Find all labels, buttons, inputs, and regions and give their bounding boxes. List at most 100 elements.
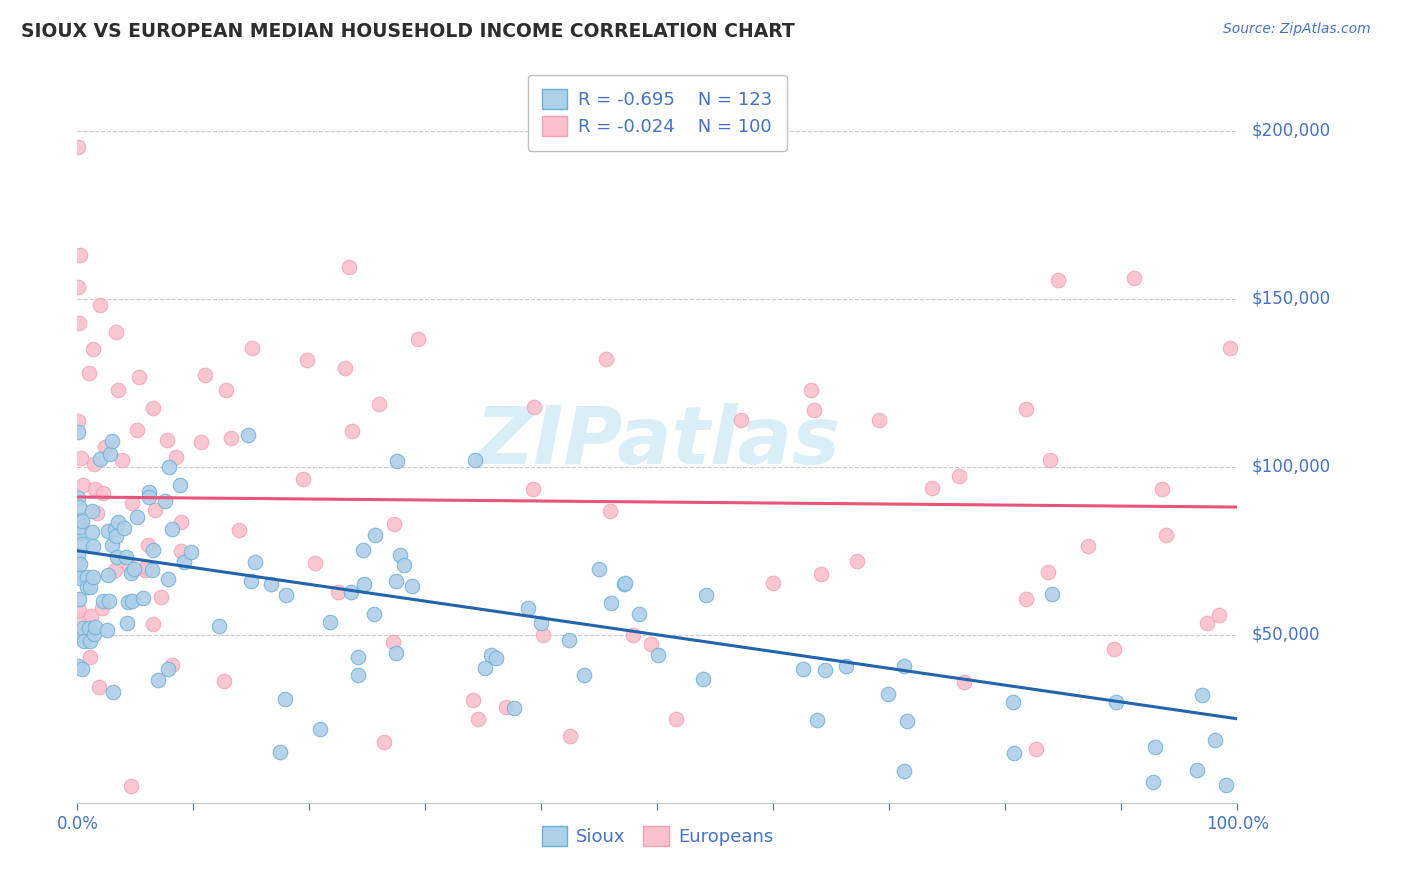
Point <box>640 636 662 650</box>
Point <box>142 401 165 415</box>
Point <box>309 723 332 737</box>
Point <box>101 684 124 698</box>
Point <box>86 507 108 521</box>
Point <box>70 537 93 551</box>
Point <box>531 628 554 642</box>
Point <box>1014 401 1036 416</box>
Point <box>304 556 326 570</box>
Point <box>120 779 142 793</box>
Point <box>1143 740 1166 755</box>
Point <box>91 485 114 500</box>
Point <box>260 576 283 591</box>
Point <box>363 607 385 621</box>
Point <box>104 522 127 536</box>
Point <box>516 601 538 615</box>
Point <box>612 577 634 591</box>
Point <box>153 494 176 508</box>
Point <box>803 403 825 417</box>
Point <box>115 615 138 630</box>
Point <box>76 569 98 583</box>
Point <box>1104 695 1126 709</box>
Point <box>1025 742 1047 756</box>
Point <box>319 615 342 629</box>
Point <box>101 537 124 551</box>
Point <box>1215 778 1237 792</box>
Point <box>333 360 356 375</box>
Point <box>72 621 94 635</box>
Point <box>368 397 391 411</box>
Text: Source: ZipAtlas.com: Source: ZipAtlas.com <box>1223 22 1371 37</box>
Point <box>530 615 553 630</box>
Point <box>80 608 103 623</box>
Point <box>467 712 489 726</box>
Point <box>107 384 129 398</box>
Point <box>595 351 617 366</box>
Point <box>326 585 349 599</box>
Point <box>118 558 141 573</box>
Point <box>134 564 156 578</box>
Point <box>67 500 90 515</box>
Point <box>1102 642 1125 657</box>
Point <box>384 574 406 589</box>
Point <box>67 628 90 642</box>
Point <box>136 538 159 552</box>
Point <box>1002 695 1025 709</box>
Point <box>628 607 651 621</box>
Point <box>1039 453 1062 467</box>
Point <box>240 341 263 355</box>
Point <box>868 413 890 427</box>
Point <box>621 628 644 642</box>
Point <box>111 452 134 467</box>
Point <box>72 477 94 491</box>
Point <box>346 649 368 664</box>
Point <box>69 558 91 572</box>
Point <box>1077 539 1099 553</box>
Point <box>948 468 970 483</box>
Point <box>190 434 212 449</box>
Point <box>83 457 105 471</box>
Text: $100,000: $100,000 <box>1251 458 1330 475</box>
Point <box>1219 341 1241 355</box>
Point <box>157 573 180 587</box>
Text: $150,000: $150,000 <box>1251 290 1330 308</box>
Point <box>67 659 90 673</box>
Point <box>121 496 143 510</box>
Point <box>243 555 266 569</box>
Point <box>82 539 104 553</box>
Point <box>138 490 160 504</box>
Point <box>67 316 90 330</box>
Point <box>104 529 127 543</box>
Point <box>67 491 90 505</box>
Point <box>165 450 187 465</box>
Point <box>104 563 127 577</box>
Point <box>340 585 363 599</box>
Point <box>69 571 91 585</box>
Point <box>98 594 121 608</box>
Point <box>70 450 93 465</box>
Point <box>228 523 250 537</box>
Point <box>479 648 502 662</box>
Point <box>342 424 364 438</box>
Point <box>806 713 828 727</box>
Point <box>382 635 405 649</box>
Text: $200,000: $200,000 <box>1251 121 1330 140</box>
Point <box>87 681 110 695</box>
Point <box>122 562 145 576</box>
Point <box>117 595 139 609</box>
Point <box>143 503 166 517</box>
Point <box>72 514 94 528</box>
Point <box>574 668 596 682</box>
Point <box>522 483 544 497</box>
Point <box>194 368 217 383</box>
Point <box>70 662 93 676</box>
Point <box>236 428 259 442</box>
Point <box>846 553 869 567</box>
Point <box>647 648 669 662</box>
Point <box>1122 270 1144 285</box>
Point <box>121 594 143 608</box>
Point <box>274 588 297 602</box>
Point <box>692 672 714 686</box>
Point <box>157 459 180 474</box>
Point <box>142 542 165 557</box>
Point <box>406 332 429 346</box>
